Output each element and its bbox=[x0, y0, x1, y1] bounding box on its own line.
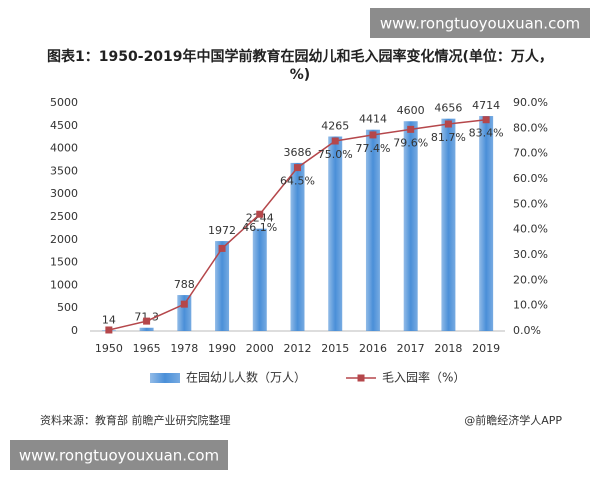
line-marker bbox=[407, 125, 415, 133]
legend-swatch bbox=[357, 374, 365, 382]
bar-value-label: 3686 bbox=[284, 146, 312, 159]
y-tick-label: 500 bbox=[57, 301, 78, 314]
x-tick-label: 1990 bbox=[208, 342, 236, 355]
y2-tick-label: 70.0% bbox=[513, 147, 548, 160]
watermark-box bbox=[10, 440, 228, 470]
line-value-label: 75.0% bbox=[318, 148, 353, 161]
line-marker bbox=[331, 137, 339, 145]
bar bbox=[290, 162, 305, 331]
x-tick-label: 1965 bbox=[133, 342, 161, 355]
legend-label: 在园幼儿人数（万人） bbox=[186, 370, 306, 385]
bar bbox=[365, 129, 380, 331]
watermark: www.rongtuoyouxuan.com bbox=[380, 15, 580, 33]
y2-tick-label: 0.0% bbox=[513, 324, 541, 337]
y-tick-label: 2000 bbox=[50, 233, 78, 246]
bar bbox=[177, 295, 192, 331]
bar-value-label: 4414 bbox=[359, 113, 387, 126]
y-tick-label: 4500 bbox=[50, 119, 78, 132]
y-tick-label: 3000 bbox=[50, 187, 78, 200]
bar-value-label: 14 bbox=[102, 313, 116, 326]
line-marker bbox=[444, 120, 452, 128]
y2-tick-label: 10.0% bbox=[513, 299, 548, 312]
y-tick-label: 2500 bbox=[50, 210, 78, 223]
bar-value-label: 71.3 bbox=[134, 311, 159, 324]
bar bbox=[139, 327, 154, 331]
y2-tick-label: 50.0% bbox=[513, 197, 548, 210]
line-marker bbox=[218, 244, 226, 252]
x-tick-label: 1950 bbox=[95, 342, 123, 355]
y-tick-label: 0 bbox=[71, 324, 78, 337]
bar-value-label: 4656 bbox=[434, 102, 462, 115]
line-marker bbox=[143, 317, 151, 325]
x-tick-label: 2019 bbox=[472, 342, 500, 355]
line-marker bbox=[294, 164, 301, 172]
line-marker bbox=[256, 210, 264, 218]
bar bbox=[441, 118, 456, 331]
bar-value-label: 4714 bbox=[472, 99, 500, 112]
y-tick-label: 1500 bbox=[50, 256, 78, 269]
bar-value-label: 4265 bbox=[321, 120, 349, 133]
y2-tick-label: 60.0% bbox=[513, 172, 548, 185]
legend-swatch bbox=[150, 373, 180, 383]
x-tick-label: 2000 bbox=[246, 342, 274, 355]
bar-value-label: 788 bbox=[174, 278, 195, 291]
x-tick-label: 2017 bbox=[397, 342, 425, 355]
bar-value-label: 4600 bbox=[397, 104, 425, 117]
watermark-box bbox=[370, 8, 590, 38]
bar bbox=[215, 241, 230, 331]
bar-value-label: 1972 bbox=[208, 224, 236, 237]
line-value-label: 46.1% bbox=[242, 221, 277, 234]
line-marker bbox=[180, 300, 188, 308]
watermark: www.rongtuoyouxuan.com bbox=[19, 447, 219, 465]
y-tick-label: 5000 bbox=[50, 96, 78, 109]
bar bbox=[403, 121, 418, 332]
chart-title: 图表1：1950-2019年中国学前教育在园幼儿和毛入园率变化情况(单位：万人，… bbox=[47, 49, 553, 83]
line-value-label: 77.4% bbox=[355, 142, 390, 155]
x-tick-label: 2012 bbox=[284, 342, 312, 355]
x-tick-label: 2015 bbox=[321, 342, 349, 355]
credit: @前瞻经济学人APP bbox=[464, 413, 562, 427]
x-tick-label: 1978 bbox=[170, 342, 198, 355]
line-value-label: 79.6% bbox=[393, 136, 428, 149]
y2-tick-label: 40.0% bbox=[513, 223, 548, 236]
x-tick-label: 2018 bbox=[434, 342, 462, 355]
x-tick-label: 2016 bbox=[359, 342, 387, 355]
bar bbox=[252, 228, 267, 331]
bar bbox=[328, 136, 343, 331]
y-tick-label: 3500 bbox=[50, 164, 78, 177]
line-marker bbox=[369, 131, 377, 139]
line-value-label: 64.5% bbox=[280, 175, 315, 188]
line-marker bbox=[105, 326, 113, 334]
y2-tick-label: 80.0% bbox=[513, 121, 548, 134]
line-marker bbox=[482, 116, 490, 124]
legend-label: 毛入园率（%） bbox=[382, 370, 465, 385]
line-value-label: 83.4% bbox=[469, 127, 504, 140]
y2-tick-label: 20.0% bbox=[513, 273, 548, 286]
source: 资料来源：教育部 前瞻产业研究院整理 bbox=[40, 413, 231, 427]
y2-tick-label: 30.0% bbox=[513, 248, 548, 261]
y2-tick-label: 90.0% bbox=[513, 96, 548, 109]
y-tick-label: 4000 bbox=[50, 142, 78, 155]
bar bbox=[479, 116, 494, 332]
line-value-label: 81.7% bbox=[431, 131, 466, 144]
y-tick-label: 1000 bbox=[50, 278, 78, 291]
